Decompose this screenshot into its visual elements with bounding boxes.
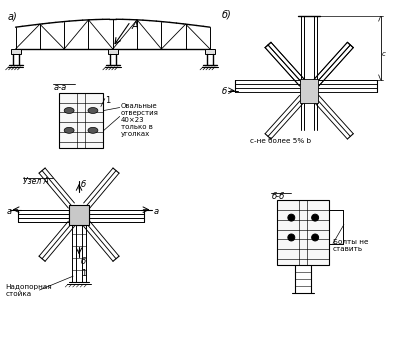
Text: б: б: [81, 180, 86, 189]
Circle shape: [288, 234, 295, 241]
Bar: [59, 93, 103, 148]
Bar: [205, 49, 215, 54]
Bar: [277, 200, 329, 265]
Text: б: б: [81, 257, 86, 266]
Text: Надопорная
стойка: Надопорная стойка: [6, 284, 52, 297]
Text: а: а: [7, 207, 12, 216]
Text: а): а): [7, 11, 17, 21]
Ellipse shape: [88, 108, 98, 114]
Ellipse shape: [64, 127, 74, 133]
Circle shape: [312, 234, 319, 241]
Circle shape: [312, 214, 319, 221]
Text: Узел А: Узел А: [23, 177, 50, 186]
Ellipse shape: [64, 108, 74, 114]
Text: б): б): [222, 9, 232, 19]
Text: A: A: [131, 21, 138, 31]
Text: Болты не
ставить: Болты не ставить: [333, 239, 369, 253]
Text: а: а: [154, 207, 158, 216]
Text: 1: 1: [105, 96, 110, 105]
Text: б: б: [222, 87, 227, 96]
Text: с: с: [381, 51, 386, 57]
Text: с-не более 5% b: с-не более 5% b: [250, 138, 311, 144]
Text: б-б: б-б: [272, 192, 285, 201]
Bar: [300, 79, 318, 102]
Bar: [69, 205, 89, 225]
Ellipse shape: [88, 127, 98, 133]
Circle shape: [288, 214, 295, 221]
Bar: [108, 49, 118, 54]
Text: а-а: а-а: [53, 83, 67, 92]
Text: Овальные
отверстия
40×23
только в
уголках: Овальные отверстия 40×23 только в уголка…: [121, 102, 158, 137]
Bar: [10, 49, 20, 54]
Text: 1: 1: [81, 269, 86, 278]
